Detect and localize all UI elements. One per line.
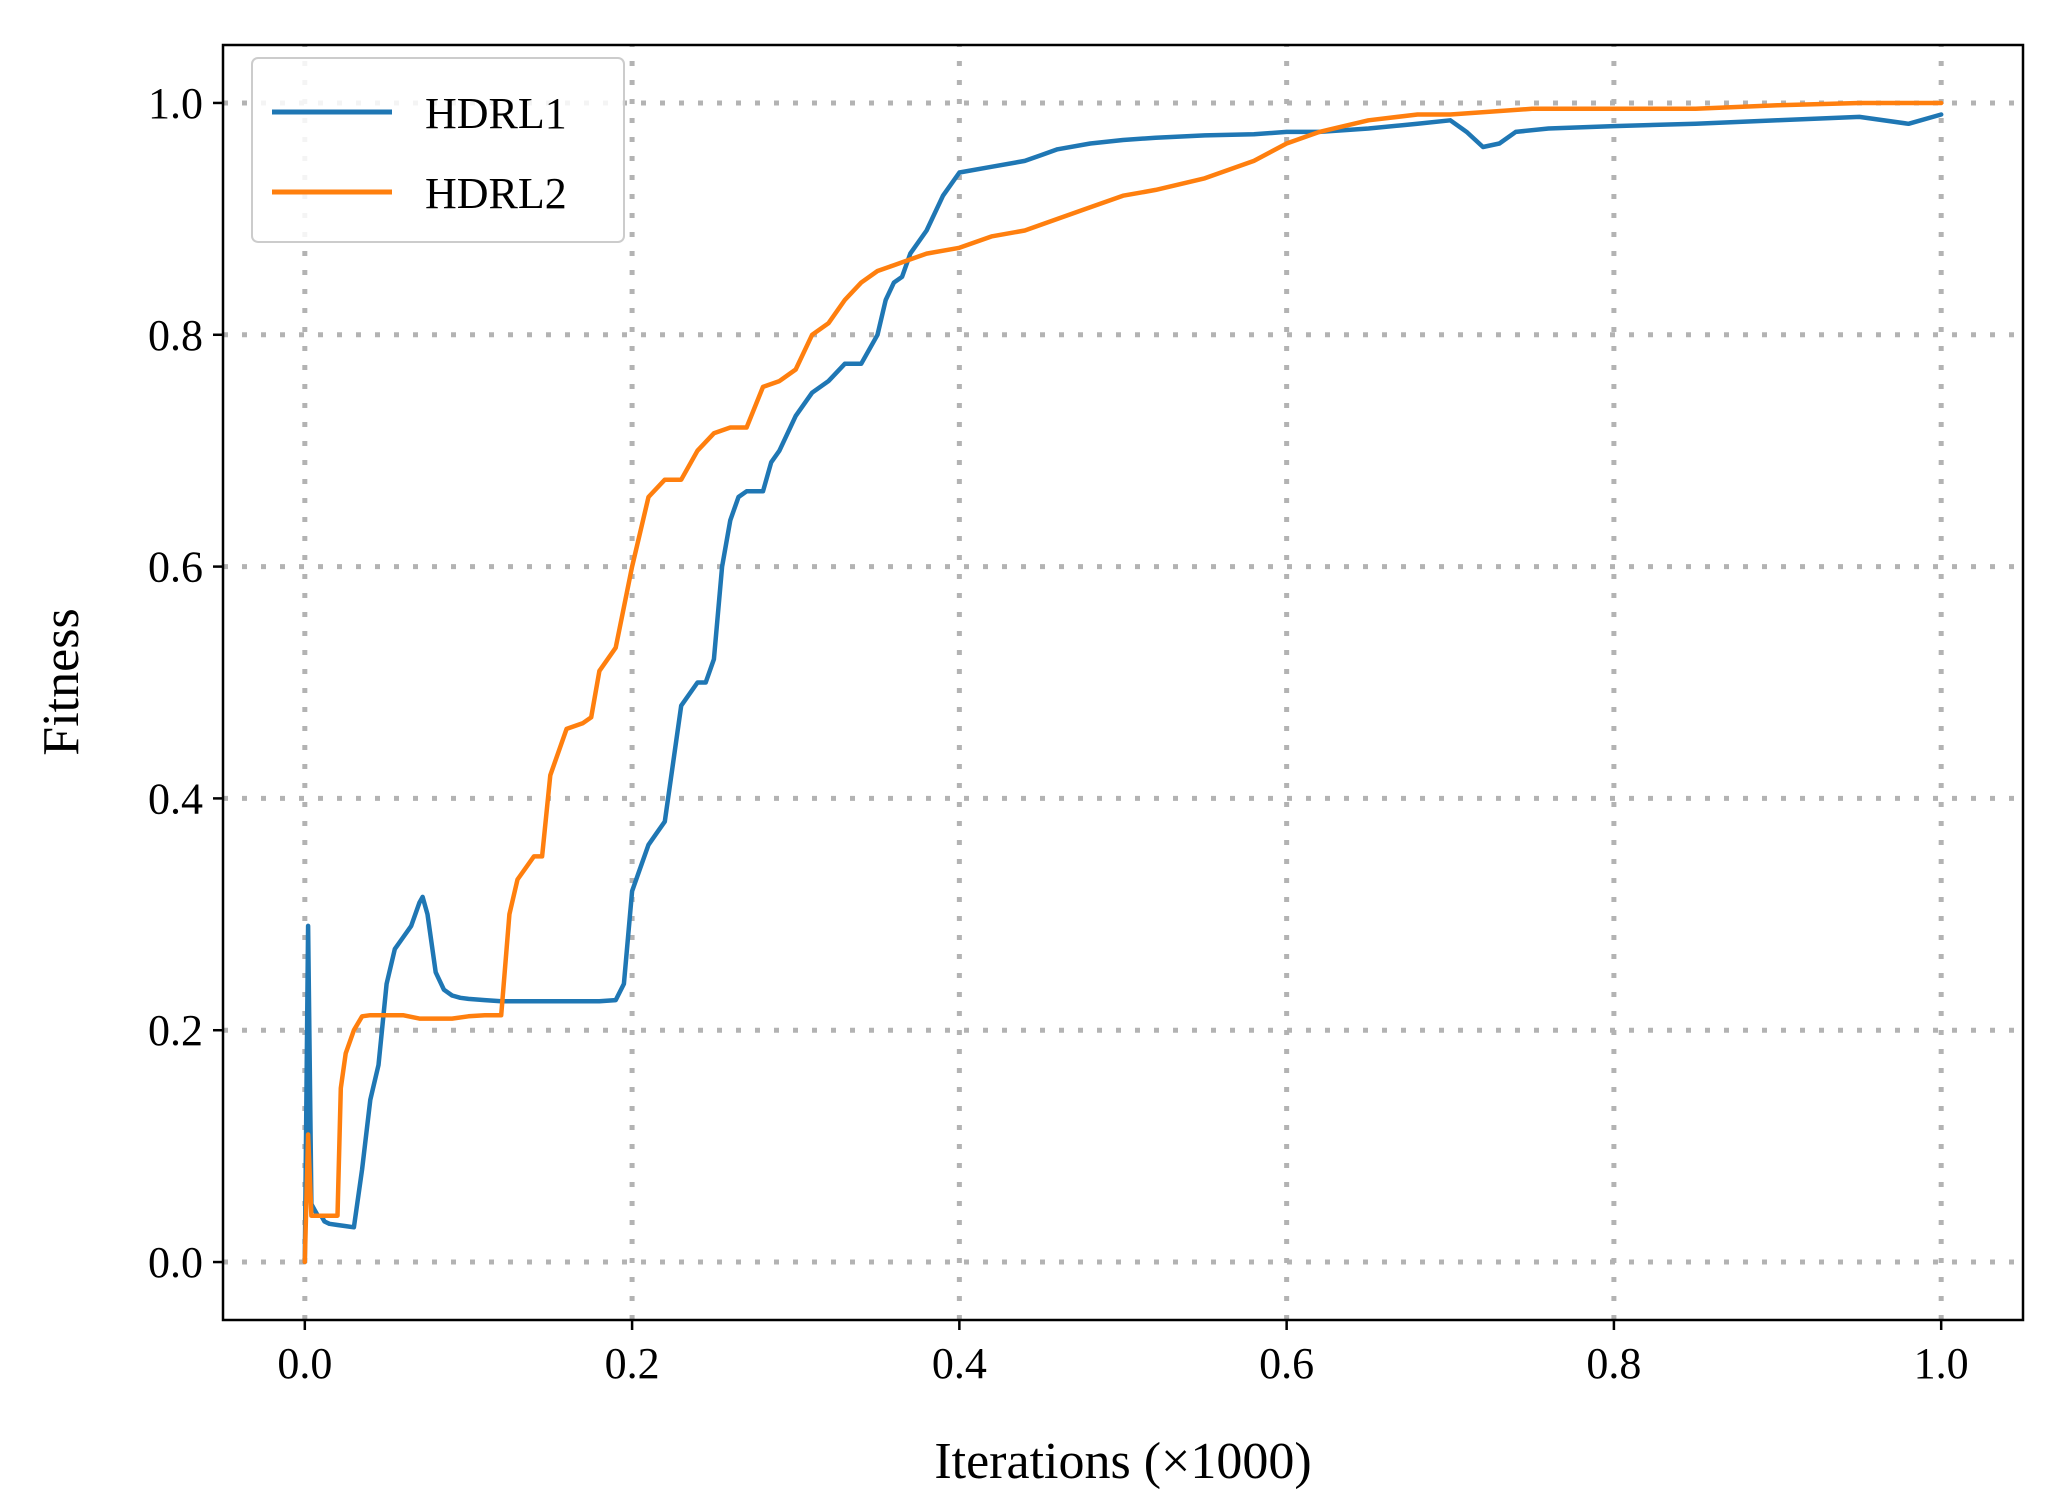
series-line-hdrl2 xyxy=(302,100,1944,1265)
y-axis-label: Fitness xyxy=(33,608,90,755)
y-tick-label: 0.2 xyxy=(148,1006,203,1055)
legend-label-hdrl1: HDRL1 xyxy=(425,89,567,138)
plot-frame xyxy=(221,43,2025,1322)
x-tick-label: 1.0 xyxy=(1914,1339,1969,1388)
legend-label-hdrl2: HDRL2 xyxy=(425,169,567,218)
legend-box xyxy=(251,57,625,243)
y-tick-label: 1.0 xyxy=(148,79,203,128)
y-tick-label: 0.6 xyxy=(148,543,203,592)
series-line-hdrl1 xyxy=(302,112,1944,1265)
y-tick-label: 0.8 xyxy=(148,311,203,360)
axis-ticks: 0.0 0.2 0.4 0.6 0.8 1.0 0.0 0.2 0.4 0.6 0.8 1.0 xyxy=(148,79,1969,1388)
x-tick-label: 0.6 xyxy=(1259,1339,1314,1388)
x-tick-label: 0.4 xyxy=(932,1339,987,1388)
legend: HDRL1 HDRL2 xyxy=(251,57,625,243)
series-lines xyxy=(302,100,1944,1265)
x-tick-label: 0.2 xyxy=(605,1339,660,1388)
x-axis-label: Iterations (×1000) xyxy=(934,1433,1311,1490)
y-tick-label: 0.0 xyxy=(148,1238,203,1287)
x-tick-label: 0.8 xyxy=(1586,1339,1641,1388)
x-tick-label: 0.0 xyxy=(277,1339,332,1388)
y-tick-label: 0.4 xyxy=(148,774,203,823)
